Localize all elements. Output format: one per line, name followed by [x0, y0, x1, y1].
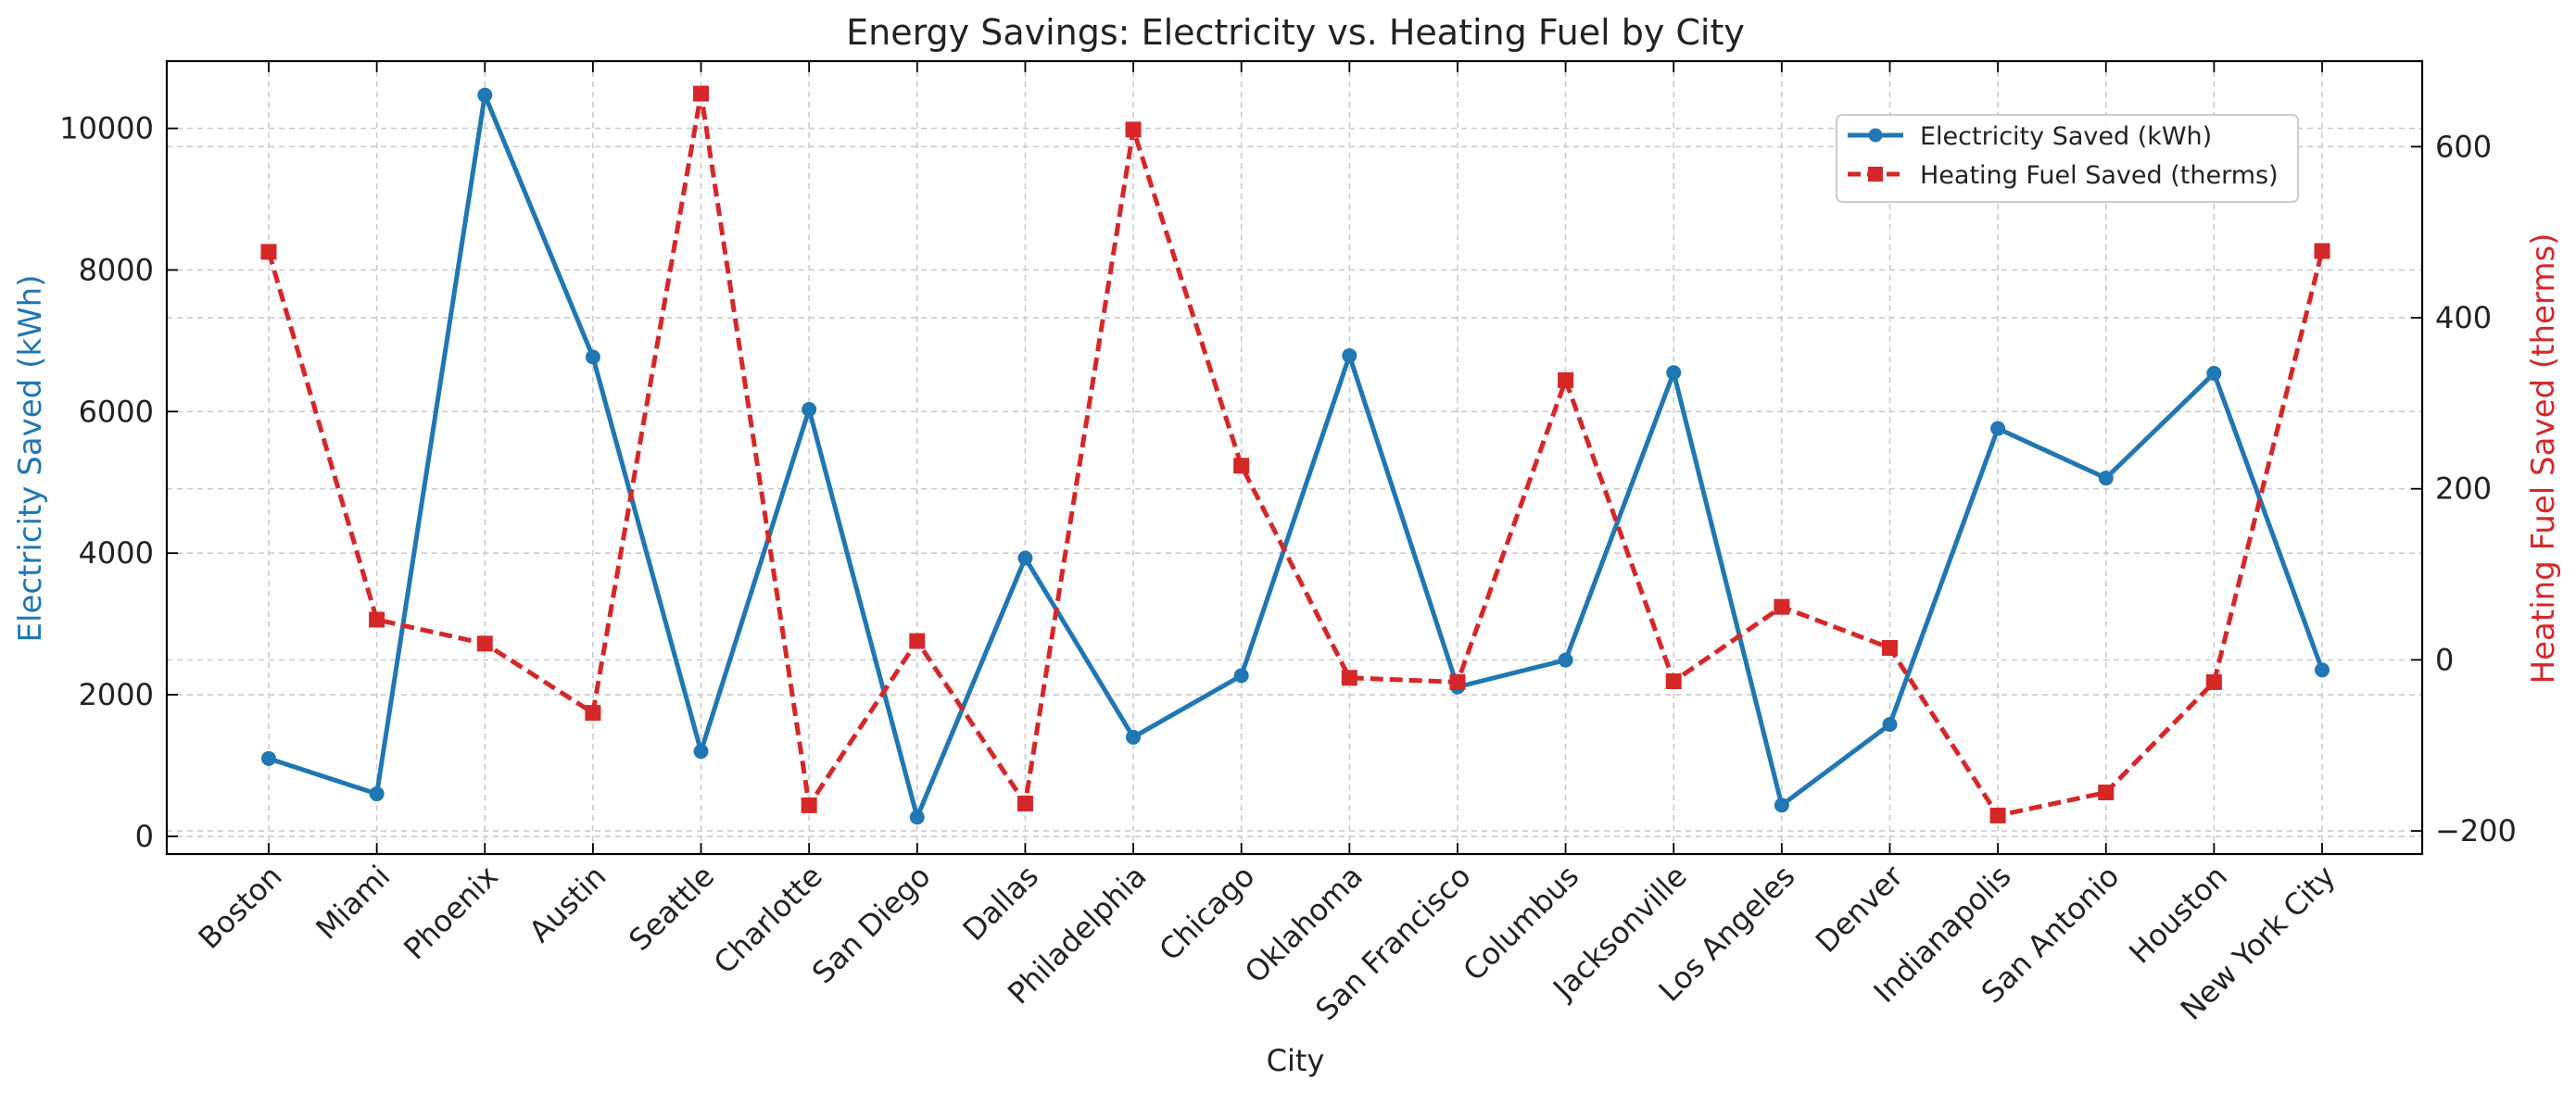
heating-fuel-point: [1665, 672, 1682, 689]
y-left-tick-label: 2000: [79, 677, 154, 712]
heating-fuel-point: [369, 611, 385, 628]
electricity-point: [1233, 668, 1249, 684]
electricity-point: [1666, 365, 1682, 381]
electricity-point: [261, 750, 276, 766]
electricity-point: [909, 810, 925, 825]
heating-fuel-point: [1881, 639, 1898, 656]
heating-fuel-point: [1558, 371, 1574, 388]
y-axis-right-label: Heating Fuel Saved (therms): [2525, 233, 2562, 685]
heating-fuel-point: [2205, 673, 2222, 690]
electricity-point: [2098, 471, 2114, 486]
heating-fuel-point: [1125, 121, 1142, 138]
electricity-line: [268, 93, 2325, 820]
chart-title: Energy Savings: Electricity vs. Heating …: [846, 12, 1745, 53]
y-right-tick-label: 600: [2435, 129, 2492, 164]
electricity-point: [693, 744, 709, 760]
heating-fuel-point: [476, 635, 493, 652]
heating-fuel-point: [1449, 673, 1466, 690]
heating-fuel-point: [909, 633, 926, 649]
electricity-point: [369, 786, 385, 802]
y-left-tick-label: 0: [135, 819, 154, 854]
electricity-point: [1126, 729, 1142, 745]
y-left-tick-label: 6000: [79, 394, 154, 429]
legend-label-electricity: Electricity Saved (kWh): [1920, 122, 2212, 151]
heating-fuel-point: [585, 705, 601, 722]
electricity-point: [585, 349, 600, 365]
heating-fuel-point: [260, 244, 277, 260]
legend-label-heating: Heating Fuel Saved (therms): [1920, 161, 2279, 190]
electricity-point: [1558, 652, 1573, 668]
y-left-tick-label: 4000: [79, 535, 154, 571]
heating-fuel-point: [801, 797, 817, 813]
electricity-point: [1017, 550, 1033, 566]
heating-fuel-point: [1989, 807, 2006, 823]
electricity-point: [477, 87, 493, 103]
heating-fuel-point: [693, 85, 710, 102]
electricity-point: [2315, 662, 2330, 678]
heating-fuel-point: [2098, 785, 2115, 801]
electricity-point: [1342, 347, 1357, 363]
y-axis-left-label: Electricity Saved (kWh): [12, 275, 49, 643]
heating-fuel-point: [1017, 796, 1033, 812]
y-right-tick-label: −200: [2435, 813, 2517, 848]
series-lines: [260, 85, 2330, 825]
electricity-point: [1774, 798, 1789, 813]
heating-fuel-point: [2314, 243, 2330, 259]
y-right-tick-label: 400: [2435, 300, 2492, 335]
electricity-point: [2206, 366, 2222, 382]
heating-fuel-point: [1774, 598, 1790, 615]
plot-frame: [165, 59, 2424, 856]
electricity-point: [802, 402, 817, 418]
x-axis-label: City: [1267, 1043, 1325, 1078]
heating-fuel-line: [266, 91, 2325, 818]
y-left-tick-label: 8000: [79, 252, 154, 287]
y-right-tick-label: 0: [2435, 642, 2454, 677]
y-left-tick-label: 10000: [59, 111, 154, 146]
legend: Electricity Saved (kWh) Heating Fuel Sav…: [1836, 114, 2299, 203]
electricity-point: [1882, 717, 1898, 733]
y-right-tick-label: 200: [2435, 471, 2492, 507]
legend-marker-electricity: [1868, 128, 1883, 143]
heating-fuel-point: [1233, 458, 1250, 474]
legend-marker-heating: [1868, 167, 1883, 182]
legend-box: [1836, 114, 2299, 203]
electricity-point: [1990, 421, 2006, 436]
heating-fuel-point: [1341, 670, 1357, 686]
